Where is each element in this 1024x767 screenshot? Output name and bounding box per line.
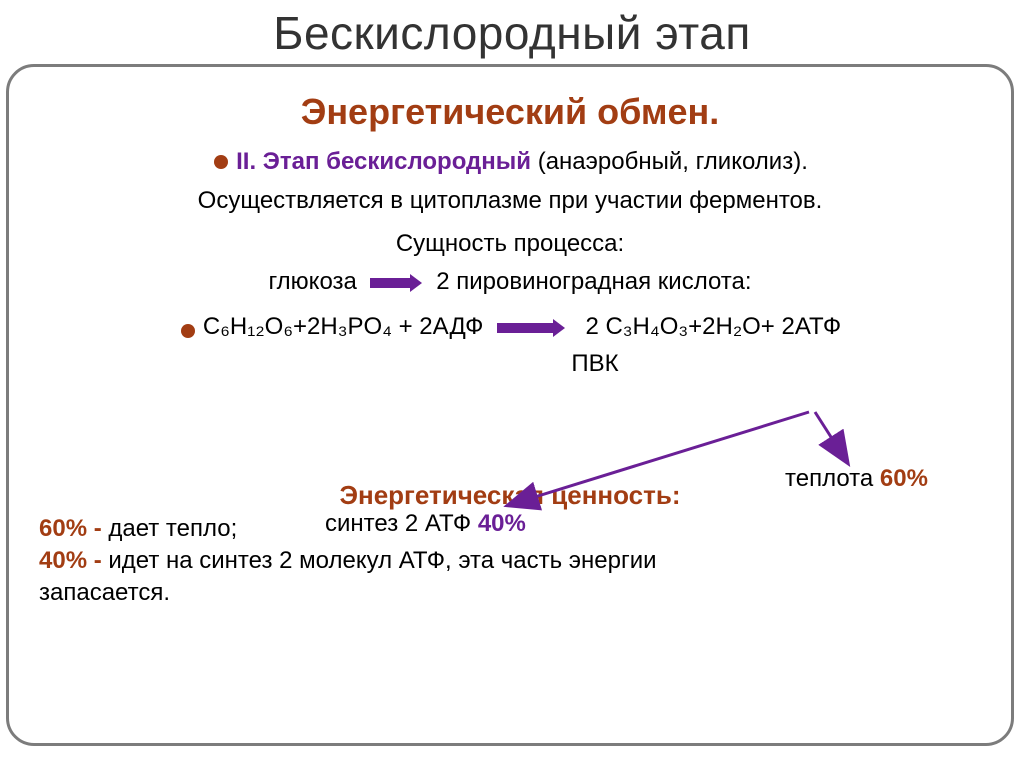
heat-label: теплота 60% — [785, 462, 928, 497]
essence-left: глюкоза — [268, 268, 356, 295]
content-box: Энергетический обмен. II. Этап бескислор… — [6, 64, 1014, 746]
heat-pct: 60% — [880, 465, 928, 492]
essence-label: Сущность процесса: — [39, 227, 981, 262]
equation-row: C₆H₁₂O₆+2H₃PO₄ + 2АДФ 2 C₃H₄O₃+2H₂O+ 2АТ… — [39, 310, 981, 345]
synth-text: синтез 2 АТФ — [325, 510, 478, 537]
stage-row: II. Этап бескислородный (анаэробный, гли… — [89, 145, 931, 180]
essence-reaction: глюкоза 2 пировиноградная кислота: — [39, 265, 981, 300]
essence-right: 2 пировиноградная кислота: — [436, 268, 751, 295]
eq-right: 2 C₃H₄O₃+2H₂O+ 2АТФ — [585, 310, 841, 345]
synth-pct: 40% — [478, 510, 526, 537]
bullet-icon — [181, 324, 195, 338]
inner-heading: Энергетический обмен. — [39, 91, 981, 133]
ev1-pct: 60% - — [39, 515, 102, 542]
ev2-pct: 40% - — [39, 547, 102, 574]
heat-text: теплота — [785, 465, 880, 492]
arrow-icon — [370, 278, 410, 288]
pvk-label: ПВК — [209, 347, 981, 382]
location-line: Осуществляется в цитоплазме при участии … — [39, 184, 981, 219]
synth-label: синтез 2 АТФ 40% — [325, 507, 526, 542]
ev-line-3: запасается. — [39, 579, 981, 607]
ev1-text: дает тепло; — [102, 515, 238, 542]
ev-line-2: 40% - идет на синтез 2 молекул АТФ, эта … — [39, 547, 981, 575]
slide-title: Бескислородный этап — [0, 0, 1024, 64]
stage-paren: (анаэробный, гликолиз). — [531, 148, 808, 175]
stage-prefix: II. Этап бескислородный — [236, 148, 531, 175]
bullet-icon — [214, 155, 228, 169]
ev2-text: идет на синтез 2 молекул АТФ, эта часть … — [102, 547, 657, 574]
eq-left: C₆H₁₂O₆+2H₃PO₄ + 2АДФ — [203, 310, 484, 345]
arrow-icon — [497, 323, 553, 333]
